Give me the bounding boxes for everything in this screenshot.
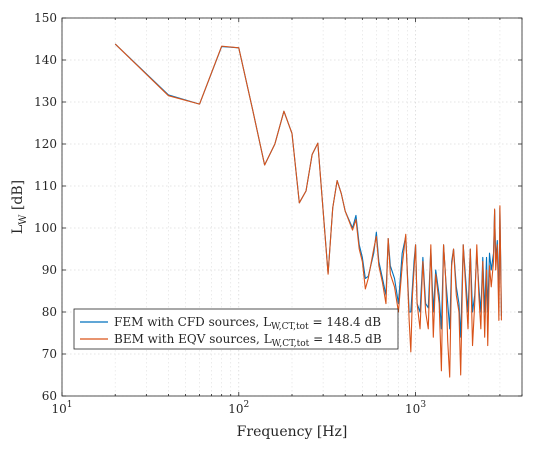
- legend-box: [73, 308, 399, 350]
- x-tick-label: 101: [51, 400, 72, 416]
- series-layer: [114, 43, 502, 378]
- y-tick-label: 110: [34, 179, 57, 193]
- x-tick-label: 103: [405, 400, 426, 416]
- y-tick-label: 90: [42, 263, 57, 277]
- y-tick-label: 70: [42, 347, 57, 361]
- legend-entry-fem: FEM with CFD sources, LW,CT,tot = 148.4 …: [114, 315, 381, 332]
- x-tick-base: 10: [228, 402, 243, 416]
- x-axis-label: Frequency [Hz]: [237, 424, 348, 440]
- x-tick-base: 10: [51, 402, 66, 416]
- y-tick-label: 150: [34, 11, 57, 25]
- y-tick-label: 100: [34, 221, 57, 235]
- legend-entry-bem: BEM with EQV sources, LW,CT,tot = 148.5 …: [114, 332, 382, 349]
- legend: FEM with CFD sources, LW,CT,tot = 148.4 …: [73, 308, 399, 350]
- x-tick-base: 10: [405, 402, 420, 416]
- y-tick-label: 120: [34, 137, 57, 151]
- series-line-bem: [114, 43, 502, 378]
- y-tick-label: 60: [42, 389, 57, 403]
- x-tick-exponent: 1: [67, 400, 73, 410]
- y-tick-label: 130: [34, 95, 57, 109]
- x-tick-exponent: 3: [420, 400, 426, 410]
- x-tick-exponent: 2: [244, 400, 250, 410]
- y-tick-label: 140: [34, 53, 57, 67]
- y-tick-label: 80: [42, 305, 57, 319]
- series-line-fem: [114, 43, 502, 338]
- x-tick-label: 102: [228, 400, 249, 416]
- y-axis-label: LW [dB]: [10, 180, 29, 234]
